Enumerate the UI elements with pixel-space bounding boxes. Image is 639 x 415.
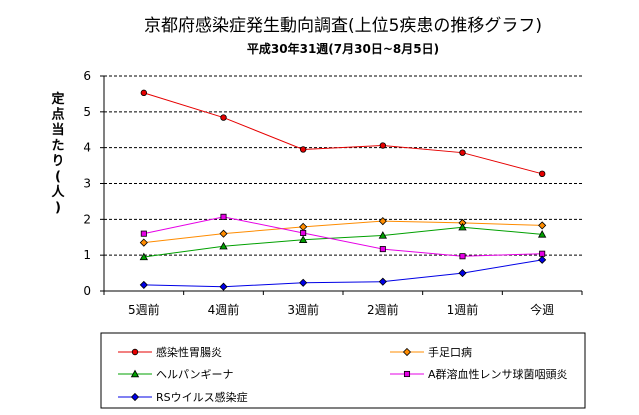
y-tick-label: 0 [83, 284, 91, 298]
data-point [458, 269, 467, 278]
legend-marker [403, 370, 411, 378]
data-point [219, 229, 228, 238]
x-tick-label: 1週前 [447, 302, 479, 317]
data-point [379, 246, 386, 253]
data-point [300, 229, 307, 236]
series-line [143, 259, 543, 288]
legend-marker [131, 348, 139, 356]
y-tick-label: 5 [83, 105, 91, 119]
y-tick-label: 4 [83, 141, 91, 155]
data-point [298, 235, 308, 243]
data-point [140, 89, 148, 97]
x-tick-label: 今週 [530, 302, 554, 317]
legend-marker [130, 369, 140, 378]
data-point [140, 230, 147, 237]
y-tick-label: 2 [83, 212, 91, 226]
series-3 [139, 222, 547, 261]
x-tick-label: 2週前 [367, 302, 399, 317]
series-1 [140, 89, 546, 178]
legend-entry: 感染性胃腸炎 [118, 345, 222, 359]
data-point [459, 253, 466, 260]
legend-label: 感染性胃腸炎 [156, 345, 222, 359]
data-point [458, 222, 467, 231]
data-point [538, 255, 547, 264]
legend-box [100, 332, 586, 409]
data-point [537, 230, 547, 238]
y-tick-label: 6 [83, 69, 91, 83]
series-layer [139, 89, 547, 291]
x-tick-label: 3週前 [287, 302, 319, 317]
data-point [299, 146, 307, 153]
legend-entry: A群溶血性レンサ球菌咽頭炎 [390, 367, 568, 381]
data-point [539, 250, 546, 257]
data-point [139, 238, 148, 247]
series-4 [140, 213, 546, 260]
data-point [378, 217, 387, 226]
y-tick-label: 1 [83, 248, 91, 262]
legend-marker [402, 347, 412, 357]
data-point [459, 149, 466, 156]
series-line [143, 216, 543, 257]
data-point [220, 114, 227, 121]
data-point [378, 277, 387, 286]
chart-subtitle: 平成30年31週(7月30日~8月5日) [247, 41, 439, 56]
legend-label: 手足口病 [428, 345, 472, 359]
x-tick-label: 4週前 [208, 302, 240, 317]
data-point [219, 241, 228, 250]
data-point [299, 222, 308, 231]
series-line [143, 226, 543, 258]
series-line [143, 92, 543, 175]
series-line [143, 220, 543, 244]
data-point [538, 221, 547, 230]
y-axis-label-text: 定点当たり(人) [50, 91, 65, 216]
legend-label: RSウイルス感染症 [156, 390, 248, 404]
y-tick-label: 3 [83, 177, 91, 191]
data-point [139, 280, 148, 289]
data-point [139, 252, 149, 261]
x-tick-label: 5週前 [128, 302, 160, 317]
legend-entry: 手足口病 [390, 345, 472, 359]
data-point [219, 282, 228, 291]
legend-label: A群溶血性レンサ球菌咽頭炎 [428, 367, 568, 381]
y-axis-label: 定点当たり(人) [50, 91, 65, 216]
data-point [538, 170, 546, 178]
data-point [299, 278, 308, 287]
axis-layer: 0 1 2 3 4 5 6 5週前 4週前 3週前 2週前 1週前 今週 [83, 69, 583, 317]
chart-title: 京都府感染症発生動向調査(上位5疾患の推移グラフ) [144, 16, 542, 36]
data-point [220, 213, 227, 220]
legend-label: ヘルパンギーナ [156, 368, 234, 381]
legend-entry: ヘルパンギーナ [118, 368, 234, 381]
data-point [378, 231, 388, 239]
series-5 [139, 255, 547, 291]
legend-marker [130, 392, 140, 402]
legend-entry: RSウイルス感染症 [118, 390, 248, 404]
data-point [379, 142, 387, 149]
